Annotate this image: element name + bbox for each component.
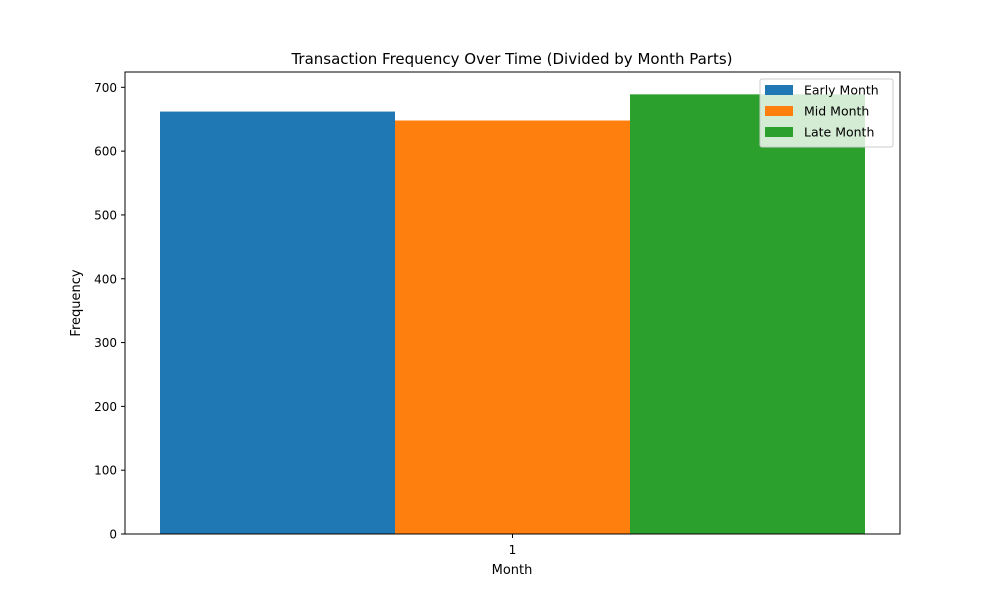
y-tick-label: 300 [94, 336, 117, 350]
y-tick-label: 700 [94, 81, 117, 95]
x-axis: 1 [509, 534, 517, 557]
y-tick-label: 500 [94, 208, 117, 222]
legend-label: Early Month [804, 83, 879, 98]
legend-swatch [765, 85, 793, 95]
bar-early-month [160, 111, 395, 534]
y-tick-label: 400 [94, 272, 117, 286]
y-axis-label: Frequency [69, 269, 84, 336]
legend-box [759, 78, 894, 148]
bar-mid-month [395, 120, 630, 534]
x-tick-label: 1 [509, 543, 517, 557]
x-axis-label: Month [492, 563, 533, 578]
y-tick-label: 600 [94, 145, 117, 159]
y-tick-label: 200 [94, 400, 117, 414]
legend-swatch [765, 106, 793, 116]
legend: Early Month Mid Month Late Month [759, 78, 894, 148]
legend-label: Late Month [804, 125, 874, 140]
legend-swatch [765, 127, 793, 137]
chart-title: Transaction Frequency Over Time (Divided… [290, 50, 732, 68]
y-tick-label: 100 [94, 464, 117, 478]
y-axis: 0 100 200 300 400 500 600 700 [94, 81, 125, 542]
bars-layer [160, 94, 865, 534]
legend-label: Mid Month [804, 104, 869, 119]
bar-late-month [630, 94, 865, 534]
y-tick-label: 0 [109, 528, 117, 542]
